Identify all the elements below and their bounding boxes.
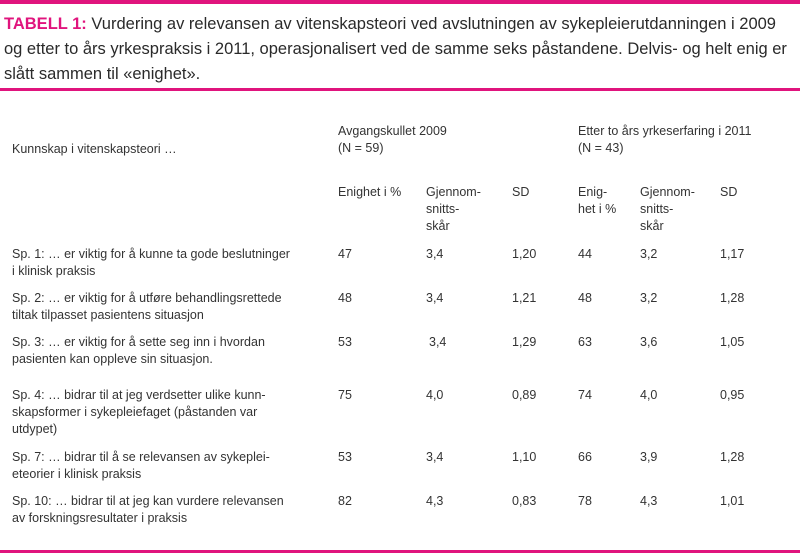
row-5-sd-2009: 1,10: [512, 450, 537, 464]
row-2-snitt-2011: 3,2: [640, 291, 658, 305]
row-5-enighet-2009: 53: [338, 450, 352, 464]
row-5-snitt-2009: 3,4: [426, 450, 444, 464]
row-5-label-line-1: Sp. 7: … bidrar til å se relevansen av s…: [12, 450, 270, 464]
g1-col-enighet: Enighet i %: [338, 185, 402, 199]
group2-title: Etter to års yrkeserfaring i 2011: [578, 124, 752, 138]
row-6-sd-2009: 0,83: [512, 494, 537, 508]
row-3-enighet-2009: 53: [338, 335, 352, 349]
row-2-label-line-2: tiltak tilpasset pasientens situasjon: [12, 308, 204, 322]
row-5-sd-2011: 1,28: [720, 450, 745, 464]
row-3-snitt-2011: 3,6: [640, 335, 658, 349]
g1-col-gjennom-1: Gjennom-: [426, 185, 481, 199]
g2-col-sd: SD: [720, 185, 738, 199]
row-5-snitt-2011: 3,9: [640, 450, 658, 464]
group2-n: (N = 43): [578, 141, 624, 155]
row-2-snitt-2009: 3,4: [426, 291, 444, 305]
row-4-snitt-2009: 4,0: [426, 388, 444, 402]
g2-col-gjennom-1: Gjennom-: [640, 185, 695, 199]
g1-col-gjennom-2: snitts-: [426, 202, 460, 216]
row-1-enighet-2009: 47: [338, 247, 352, 261]
g1-col-gjennom-3: skår: [426, 219, 450, 233]
row-1-snitt-2009: 3,4: [426, 247, 444, 261]
g2-col-gjennom-3: skår: [640, 219, 664, 233]
row-6-label-line-2: av forskningsresultater i praksis: [12, 511, 188, 525]
row-3-sd-2009: 1,29: [512, 335, 537, 349]
row-1-label-line-2: i klinisk praksis: [12, 264, 96, 278]
row-4-enighet-2011: 74: [578, 388, 592, 402]
row-5-enighet-2011: 66: [578, 450, 592, 464]
row-3-sd-2011: 1,05: [720, 335, 745, 349]
row-6-sd-2011: 1,01: [720, 494, 745, 508]
row-1-label-line-1: Sp. 1: … er viktig for å kunne ta gode b…: [12, 247, 290, 261]
g2-col-enighet-2: het i %: [578, 202, 617, 216]
row-6-enighet-2011: 78: [578, 494, 592, 508]
header-rule: [0, 88, 800, 91]
row-6-snitt-2011: 4,3: [640, 494, 658, 508]
row-3-label-line-2: pasienten kan oppleve sin situasjon.: [12, 352, 213, 366]
row-2-enighet-2011: 48: [578, 291, 592, 305]
top-rule: [0, 0, 800, 4]
row-4-sd-2009: 0,89: [512, 388, 537, 402]
row-2-label-line-1: Sp. 2: … er viktig for å utføre behandli…: [12, 291, 282, 305]
caption-label: TABELL 1:: [4, 15, 87, 33]
row-6-snitt-2009: 4,3: [426, 494, 444, 508]
row-label-header: Kunnskap i vitenskapsteori …: [12, 142, 177, 156]
row-4-label-line-3: utdypet): [12, 422, 58, 436]
group1-title: Avgangskullet 2009: [338, 124, 447, 138]
row-1-enighet-2011: 44: [578, 247, 592, 261]
row-3-label-line-1: Sp. 3: … er viktig for å sette seg inn i…: [12, 335, 265, 349]
row-4-enighet-2009: 75: [338, 388, 352, 402]
row-6-label-line-1: Sp. 10: … bidrar til at jeg kan vurdere …: [12, 494, 284, 508]
row-2-sd-2009: 1,21: [512, 291, 537, 305]
table-caption: TABELL 1: Vurdering av relevansen av vit…: [4, 12, 794, 87]
row-2-enighet-2009: 48: [338, 291, 352, 305]
bottom-rule: [0, 550, 800, 553]
row-4-snitt-2011: 4,0: [640, 388, 658, 402]
row-4-label-line-1: Sp. 4: … bidrar til at jeg verdsetter ul…: [12, 388, 266, 402]
g2-col-enighet-1: Enig-: [578, 185, 608, 199]
row-6-enighet-2009: 82: [338, 494, 352, 508]
caption-text: Vurdering av relevansen av vitenskapsteo…: [4, 15, 787, 83]
row-3-enighet-2011: 63: [578, 335, 592, 349]
row-2-sd-2011: 1,28: [720, 291, 745, 305]
g1-col-sd: SD: [512, 185, 530, 199]
row-5-label-line-2: eteorier i klinisk praksis: [12, 467, 142, 481]
row-1-sd-2011: 1,17: [720, 247, 745, 261]
row-3-snitt-2009: 3,4: [429, 335, 447, 349]
row-1-sd-2009: 1,20: [512, 247, 537, 261]
row-4-label-line-2: skapsformer i sykepleiefaget (påstanden …: [12, 405, 258, 419]
row-4-sd-2011: 0,95: [720, 388, 745, 402]
group1-n: (N = 59): [338, 141, 384, 155]
g2-col-gjennom-2: snitts-: [640, 202, 674, 216]
row-1-snitt-2011: 3,2: [640, 247, 658, 261]
